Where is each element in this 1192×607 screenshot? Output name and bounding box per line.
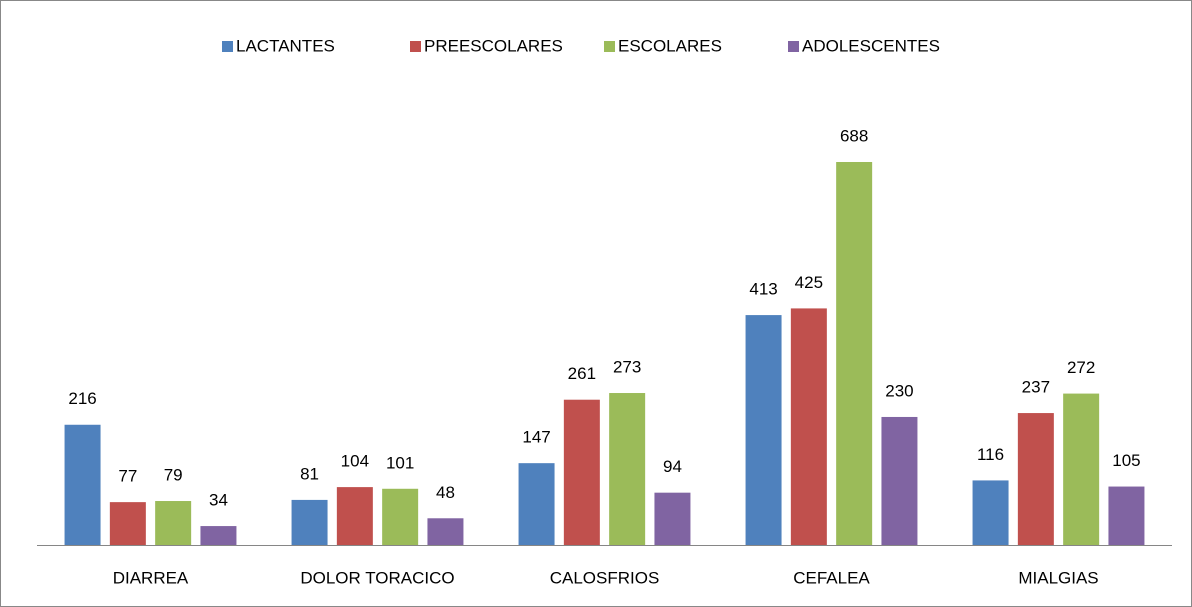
bar bbox=[563, 399, 600, 545]
bar bbox=[155, 501, 192, 545]
bar bbox=[609, 393, 646, 545]
value-label: 230 bbox=[885, 381, 913, 400]
value-label: 272 bbox=[1067, 358, 1095, 377]
bar bbox=[64, 424, 101, 545]
bar bbox=[790, 308, 827, 545]
value-label: 425 bbox=[795, 273, 823, 292]
value-label: 261 bbox=[568, 364, 596, 383]
value-label: 216 bbox=[68, 389, 96, 408]
bar bbox=[291, 499, 328, 545]
value-label: 105 bbox=[1112, 451, 1140, 470]
bar bbox=[109, 502, 146, 545]
x-tick-label: CALOSFRIOS bbox=[550, 568, 660, 587]
x-tick-label: DOLOR TORACICO bbox=[300, 568, 454, 587]
legend-label: ADOLESCENTES bbox=[802, 36, 940, 55]
bar bbox=[382, 488, 419, 545]
value-label: 77 bbox=[118, 467, 137, 486]
value-label: 237 bbox=[1022, 378, 1050, 397]
legend-swatch bbox=[222, 41, 233, 52]
bar bbox=[972, 480, 1009, 545]
value-label: 94 bbox=[663, 457, 682, 476]
bar bbox=[200, 526, 237, 545]
legend-swatch bbox=[410, 41, 421, 52]
x-tick-label: MIALGIAS bbox=[1018, 568, 1098, 587]
legend-label: ESCOLARES bbox=[618, 36, 722, 55]
bar bbox=[1108, 486, 1145, 545]
value-label: 273 bbox=[613, 358, 641, 377]
bar bbox=[518, 463, 555, 545]
value-label: 147 bbox=[522, 428, 550, 447]
legend-swatch bbox=[788, 41, 799, 52]
value-label: 81 bbox=[300, 464, 319, 483]
value-label: 48 bbox=[436, 483, 455, 502]
bar bbox=[881, 416, 918, 545]
legend-label: LACTANTES bbox=[236, 36, 335, 55]
value-label: 688 bbox=[840, 126, 868, 145]
bar bbox=[654, 492, 691, 545]
value-label: 79 bbox=[164, 466, 183, 485]
x-tick-label: DIARREA bbox=[113, 568, 189, 587]
value-label: 101 bbox=[386, 453, 414, 472]
bar bbox=[427, 518, 464, 545]
bar bbox=[836, 162, 873, 545]
value-label: 116 bbox=[977, 445, 1004, 464]
bar bbox=[745, 315, 782, 545]
value-label: 413 bbox=[749, 280, 777, 299]
bar bbox=[336, 487, 373, 545]
value-label: 34 bbox=[209, 491, 228, 510]
value-label: 104 bbox=[341, 452, 369, 471]
x-tick-label: CEFALEA bbox=[793, 568, 870, 587]
legend-swatch bbox=[604, 41, 615, 52]
bar bbox=[1063, 393, 1100, 545]
legend-label: PREESCOLARES bbox=[424, 36, 563, 55]
bar bbox=[1017, 413, 1054, 545]
